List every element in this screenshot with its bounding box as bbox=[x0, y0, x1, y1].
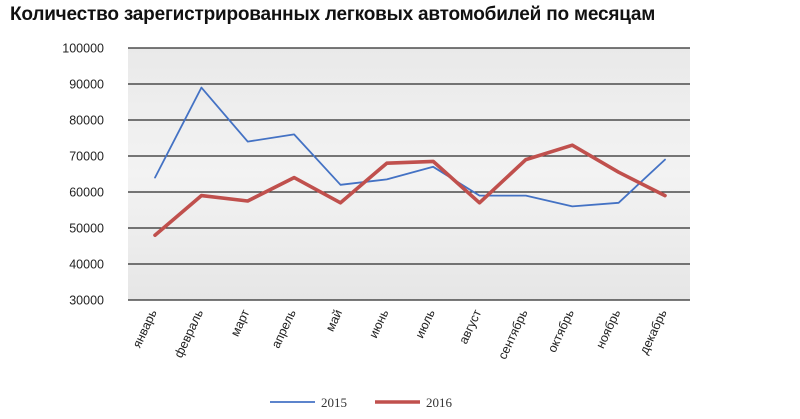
legend-label-2015: 2015 bbox=[321, 395, 347, 410]
y-tick-label: 70000 bbox=[69, 150, 104, 164]
y-tick-label: 80000 bbox=[69, 114, 104, 128]
x-tick-label: сентябрь bbox=[495, 307, 530, 361]
x-tick-label: май bbox=[323, 307, 345, 333]
x-tick-label: июнь bbox=[366, 307, 391, 340]
x-tick-label: ноябрь bbox=[593, 307, 623, 350]
x-tick-label: март bbox=[228, 307, 253, 338]
x-tick-label: апрель bbox=[269, 307, 299, 350]
x-tick-label: декабрь bbox=[637, 307, 670, 356]
x-tick-label: август bbox=[456, 307, 484, 346]
y-tick-label: 40000 bbox=[69, 258, 104, 272]
legend-label-2016: 2016 bbox=[426, 395, 453, 410]
y-tick-label: 50000 bbox=[69, 222, 104, 236]
x-tick-label: июль bbox=[413, 307, 438, 340]
y-tick-label: 90000 bbox=[69, 78, 104, 92]
chart-title: Количество зарегистрированных легковых а… bbox=[10, 4, 656, 25]
x-tick-label: октябрь bbox=[545, 307, 577, 354]
y-tick-label: 100000 bbox=[62, 42, 104, 56]
y-tick-label: 30000 bbox=[69, 294, 104, 308]
x-tick-label: январь bbox=[130, 307, 160, 350]
x-tick-label: февраль bbox=[172, 307, 206, 360]
series-line-2015 bbox=[154, 86, 666, 208]
y-tick-label: 60000 bbox=[69, 186, 104, 200]
series-line-2016 bbox=[153, 143, 667, 237]
